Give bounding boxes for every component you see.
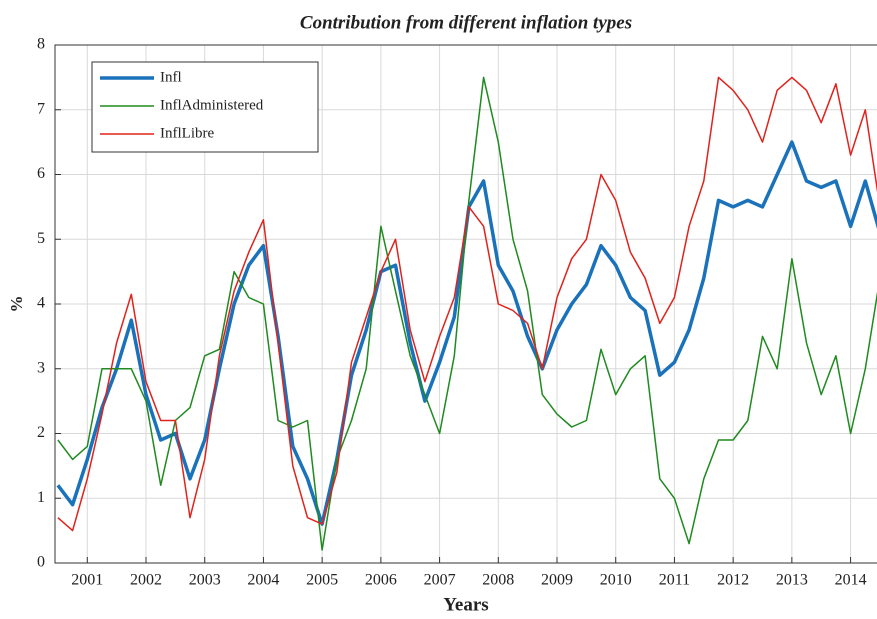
x-tick-label: 2007: [424, 572, 456, 589]
y-tick-label: 8: [37, 36, 45, 53]
x-tick-label: 2005: [306, 572, 338, 589]
x-tick-label: 2001: [71, 572, 103, 589]
y-tick-label: 1: [37, 489, 45, 506]
series-line: [57, 76, 877, 551]
x-tick-label: 2008: [482, 572, 514, 589]
y-axis-label: %: [7, 296, 26, 313]
x-tick-label: 2006: [365, 572, 397, 589]
series-line: [56, 140, 877, 526]
legend: Infl InflAdministered InflLibre: [91, 61, 319, 153]
y-tick-label: 0: [37, 554, 45, 571]
x-tick-label: 2011: [659, 572, 690, 589]
y-tick-label: 7: [37, 100, 45, 117]
axes: 0 1 2 3 4 5 6 7 8 2001 2002 2003 2004 2005 2006 2007 200…: [37, 36, 877, 589]
plot-lines: [56, 76, 877, 551]
x-tick-label: 2010: [600, 572, 632, 589]
y-tick-label: 4: [37, 295, 45, 312]
legend-label: InflLibre: [160, 125, 214, 141]
y-tick-label: 3: [37, 359, 45, 376]
legend-label: InflAdministered: [160, 97, 264, 113]
x-tick-label: 2014: [835, 572, 867, 589]
series-line: [57, 76, 877, 532]
x-tick-label: 2004: [247, 572, 279, 589]
x-tick-label: 2002: [130, 572, 162, 589]
y-tick-label: 6: [37, 165, 45, 182]
y-tick-label: 2: [37, 424, 45, 441]
x-tick-label: 2013: [776, 572, 808, 589]
x-tick-label: 2012: [717, 572, 749, 589]
x-tick-label: 2009: [541, 572, 573, 589]
y-tick-label: 5: [37, 230, 45, 247]
legend-label: Infl: [160, 69, 182, 85]
axis-frame: [54, 44, 877, 564]
x-axis-label: Years: [443, 594, 488, 615]
x-tick-label: 2003: [189, 572, 221, 589]
chart-title: Contribution from different inflation ty…: [300, 12, 632, 33]
